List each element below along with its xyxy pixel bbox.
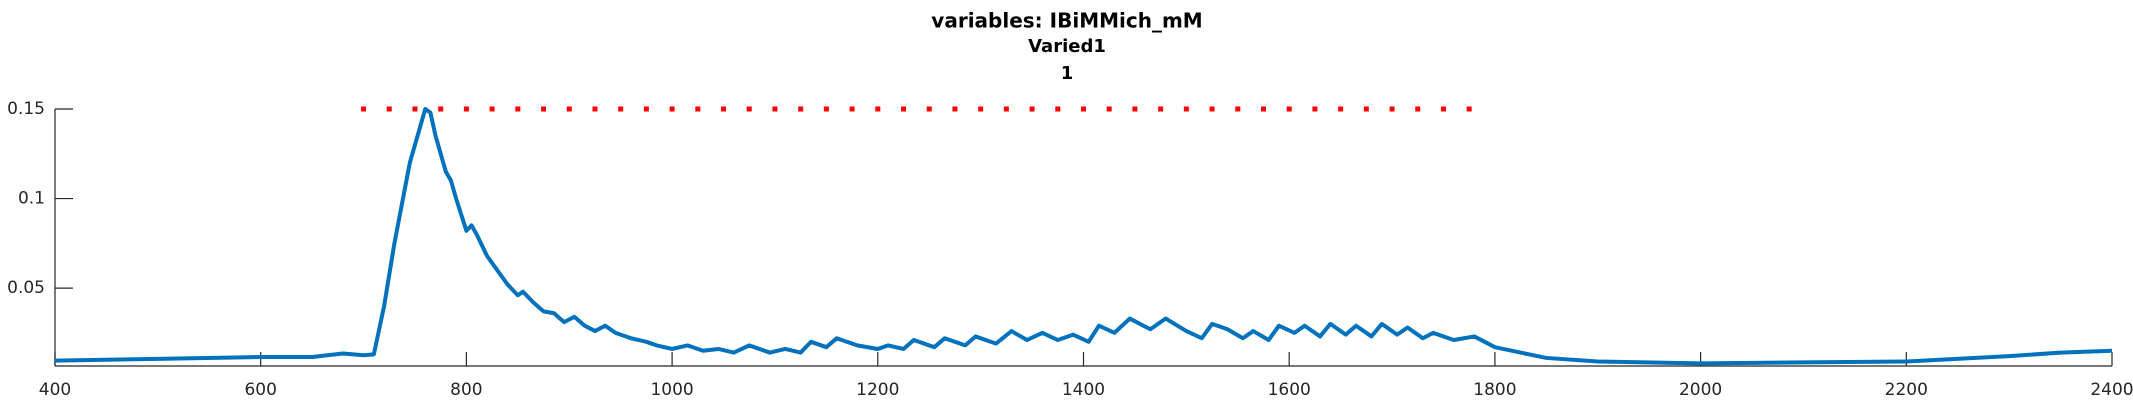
data-point [566, 106, 572, 112]
data-point [463, 106, 469, 112]
data-point [1132, 106, 1138, 112]
data-point [1389, 106, 1395, 112]
data-point [1106, 106, 1112, 112]
data-point [541, 106, 547, 112]
data-point [875, 106, 881, 112]
data-point [1003, 106, 1009, 112]
data-point [1158, 106, 1164, 112]
data-point [1209, 106, 1215, 112]
data-point [489, 106, 495, 112]
data-line [54, 107, 2113, 366]
x-tick-label: 600 [244, 380, 276, 400]
data-point [1260, 106, 1266, 112]
data-point [1183, 106, 1189, 112]
data-point [1363, 106, 1369, 112]
data-point [1312, 106, 1318, 112]
x-tick-label: 2000 [1679, 380, 1722, 400]
data-point [823, 106, 829, 112]
data-point [849, 106, 855, 112]
data-point [952, 106, 958, 112]
y-tick-label: 0.05 [7, 278, 45, 298]
x-tick-label: 2400 [2090, 380, 2133, 400]
x-tick-label: 400 [39, 380, 71, 400]
chart-subtitle: Varied1 [1028, 36, 1106, 57]
data-point [721, 106, 727, 112]
data-point [618, 106, 624, 112]
data-point [1415, 106, 1421, 112]
data-point [1466, 106, 1472, 112]
data-point [515, 106, 521, 112]
data-point [746, 106, 752, 112]
data-point [695, 106, 701, 112]
data-point [669, 106, 675, 112]
data-point [798, 106, 804, 112]
data-point [1235, 106, 1241, 112]
x-tick-label: 1000 [650, 380, 693, 400]
x-tick-label: 800 [450, 380, 482, 400]
data-point [361, 106, 367, 112]
x-tick-label: 1600 [1268, 380, 1311, 400]
data-point [438, 106, 444, 112]
x-tick-label: 1400 [1062, 380, 1105, 400]
data-point [772, 106, 778, 112]
y-tick-label: 0.1 [18, 189, 45, 209]
data-point [592, 106, 598, 112]
x-tick-label: 2200 [1885, 380, 1928, 400]
data-point [978, 106, 984, 112]
chart-subtitle: 1 [1061, 63, 1074, 84]
data-point [1286, 106, 1292, 112]
data-point [1055, 106, 1061, 112]
data-point [1081, 106, 1086, 112]
data-point [643, 106, 649, 112]
data-point [926, 106, 932, 112]
x-tick-label: 1200 [856, 380, 899, 400]
data-point [412, 106, 418, 112]
data-point [1440, 106, 1446, 112]
chart-title: variables: IBiMMich_mM [931, 9, 1202, 33]
data-point [1338, 106, 1344, 112]
data-point [1029, 106, 1035, 112]
data-point [386, 106, 392, 112]
data-point [901, 106, 907, 112]
y-tick-label: 0.15 [7, 99, 45, 119]
x-tick-label: 1800 [1473, 380, 1516, 400]
